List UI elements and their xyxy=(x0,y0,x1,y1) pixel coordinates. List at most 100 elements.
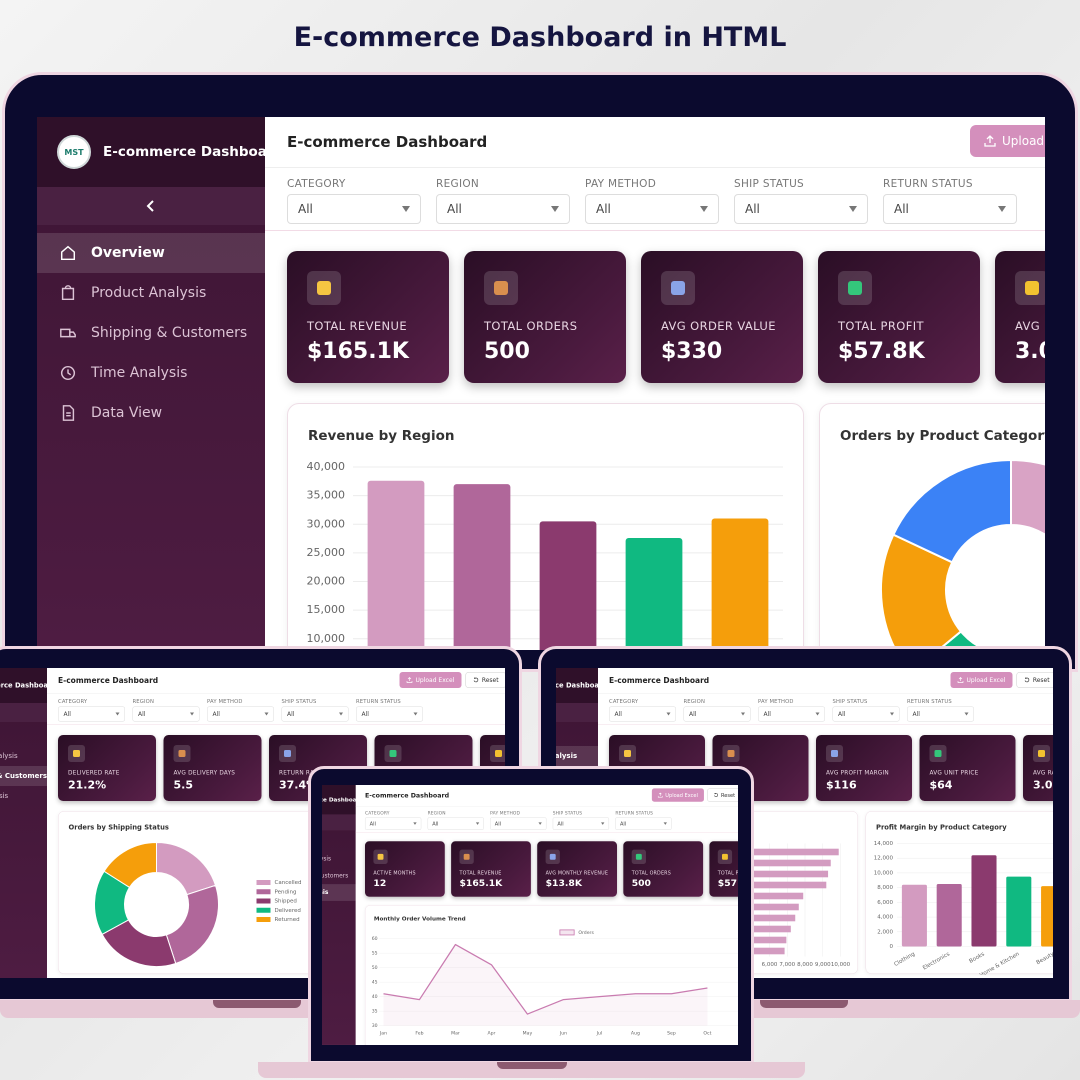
filter-select[interactable]: All xyxy=(553,817,610,830)
caret xyxy=(601,822,605,825)
collapse-button[interactable] xyxy=(37,187,265,225)
nav-item[interactable]: Data View xyxy=(322,901,356,918)
legend-swatch xyxy=(256,917,271,922)
filter-select[interactable]: All xyxy=(287,194,421,224)
filter-select[interactable]: All xyxy=(132,706,200,722)
filter-value: All xyxy=(614,710,622,718)
filter-label: REGION xyxy=(427,810,446,816)
filter-select[interactable]: All xyxy=(207,706,274,722)
filter-select[interactable]: All xyxy=(58,706,125,722)
kpi-icon-dot xyxy=(463,853,470,860)
nav-item[interactable]: Product Analysis xyxy=(37,273,265,313)
nav-item[interactable]: Overview xyxy=(322,834,356,851)
nav-item[interactable]: Time Analysis xyxy=(0,786,47,806)
nav-item[interactable]: Product Analysis xyxy=(0,746,47,766)
filter-select[interactable]: All xyxy=(365,817,422,830)
kpi-icon-dot xyxy=(671,281,685,295)
nav-item[interactable]: Overview xyxy=(556,726,598,746)
brand-name: E-commerce Dashboard xyxy=(0,681,47,690)
nav-item[interactable]: Shipping & Customers xyxy=(0,766,47,786)
filter-value: All xyxy=(447,202,462,216)
caret xyxy=(998,206,1006,212)
filter-select[interactable]: All xyxy=(436,194,570,224)
filter-select[interactable]: All xyxy=(907,706,974,722)
filter-label: PAY METHOD xyxy=(758,698,794,705)
nav-item[interactable]: Data View xyxy=(37,393,265,433)
kpi-icon xyxy=(490,745,505,762)
nav-icon xyxy=(61,285,75,301)
x-tick-label: Clothing xyxy=(893,951,916,968)
header-button[interactable]: Upload Excel xyxy=(950,672,1013,688)
kpi-card: AVG MONTHLY REVENUE $13.8K xyxy=(537,841,618,897)
collapse-button[interactable] xyxy=(0,703,47,722)
nav-item[interactable]: Overview xyxy=(0,726,47,746)
header-button[interactable]: Upload Excel xyxy=(652,788,705,802)
nav-icon xyxy=(61,365,76,380)
filter-select[interactable]: All xyxy=(615,817,672,830)
collapse-button[interactable] xyxy=(322,814,357,831)
filters: CATEGORY All REGION All PAY METHOD All SHIP ST… xyxy=(47,694,505,725)
nav-item[interactable]: Data View xyxy=(0,806,47,826)
filter-select[interactable]: All xyxy=(683,706,751,722)
filter-select[interactable]: All xyxy=(609,706,676,722)
filter-value: All xyxy=(63,710,71,718)
header-button[interactable]: Upload Excel xyxy=(970,125,1045,157)
filter-value: All xyxy=(432,820,439,827)
header-button[interactable]: Reset xyxy=(707,788,738,802)
filter-select[interactable]: All xyxy=(356,706,423,722)
main: E-commerce Dashboard Upload Excel Reset CAT… xyxy=(47,668,505,978)
filter-select[interactable]: All xyxy=(490,817,547,830)
y-tick-label: 35 xyxy=(372,1009,378,1015)
nav-item[interactable]: Time Analysis xyxy=(37,353,265,393)
kpi-label: TOTAL PROFIT xyxy=(838,319,924,333)
filter-select[interactable]: All xyxy=(758,706,825,722)
kpi-value: 500 xyxy=(484,339,530,364)
y-tick-label: 35,000 xyxy=(307,489,346,502)
chart-row: 30 35 40 45 50 55 60 Jan Feb Mar Apr May Jun Jul Aug Se… xyxy=(356,897,738,1045)
kpi-card: TOTAL REVENUE $165.1K xyxy=(287,251,449,383)
filter-select[interactable]: All xyxy=(734,194,868,224)
kpi-icon-dot xyxy=(550,853,556,860)
y-tick-label: 8,000 xyxy=(877,885,893,891)
caret xyxy=(663,822,668,825)
legend-label: Cancelled xyxy=(275,880,302,886)
filter-value: All xyxy=(138,710,146,718)
filter: RETURN STATUS All xyxy=(883,178,1017,230)
nav-item[interactable]: Product Analysis xyxy=(556,746,598,766)
filter-select[interactable]: All xyxy=(883,194,1017,224)
laptop-left-notch xyxy=(213,1000,301,1008)
chart-row: Cancelled Pending Shipped Delivered Returned… xyxy=(47,801,505,974)
header-button[interactable]: Reset xyxy=(1016,672,1053,688)
filter-label: REGION xyxy=(683,698,706,705)
chevron-icon xyxy=(146,200,154,212)
y-tick-label: 10,000 xyxy=(874,870,894,876)
nav-item[interactable]: Product Analysis xyxy=(322,851,356,868)
caret xyxy=(115,712,120,716)
nav-item[interactable]: Overview xyxy=(37,233,265,273)
header-button[interactable]: Upload Excel xyxy=(399,672,462,688)
filter-select[interactable]: All xyxy=(585,194,719,224)
filter-select[interactable]: All xyxy=(281,706,349,722)
kpi-value: $165.1K xyxy=(307,339,409,364)
nav-item[interactable]: Time Analysis xyxy=(322,884,357,901)
filter-select[interactable]: All xyxy=(832,706,900,722)
header-button[interactable]: Reset xyxy=(465,672,505,688)
bar xyxy=(1006,876,1032,947)
legend-swatch xyxy=(256,907,271,913)
filter: PAY METHOD All xyxy=(758,699,825,725)
nav-item[interactable]: Shipping & Customers xyxy=(37,313,265,353)
nav-item[interactable]: Shipping & Customers xyxy=(322,867,356,884)
filter: SHIP STATUS All xyxy=(832,699,900,725)
filter-select[interactable]: All xyxy=(427,817,485,830)
kpi-icon xyxy=(545,849,561,864)
kpi-icon xyxy=(1033,745,1050,762)
kpi-card: TOTAL REVENUE $165.1K xyxy=(451,841,532,897)
brand: MST E-commerce Dashboard xyxy=(37,117,265,187)
nav-icon-shape xyxy=(61,365,76,380)
x-tick-label: Jul xyxy=(596,1031,603,1037)
x-tick-label: Aug xyxy=(631,1031,640,1037)
chart-title: Orders by Product Category xyxy=(840,428,1045,444)
collapse-button[interactable] xyxy=(556,703,598,722)
